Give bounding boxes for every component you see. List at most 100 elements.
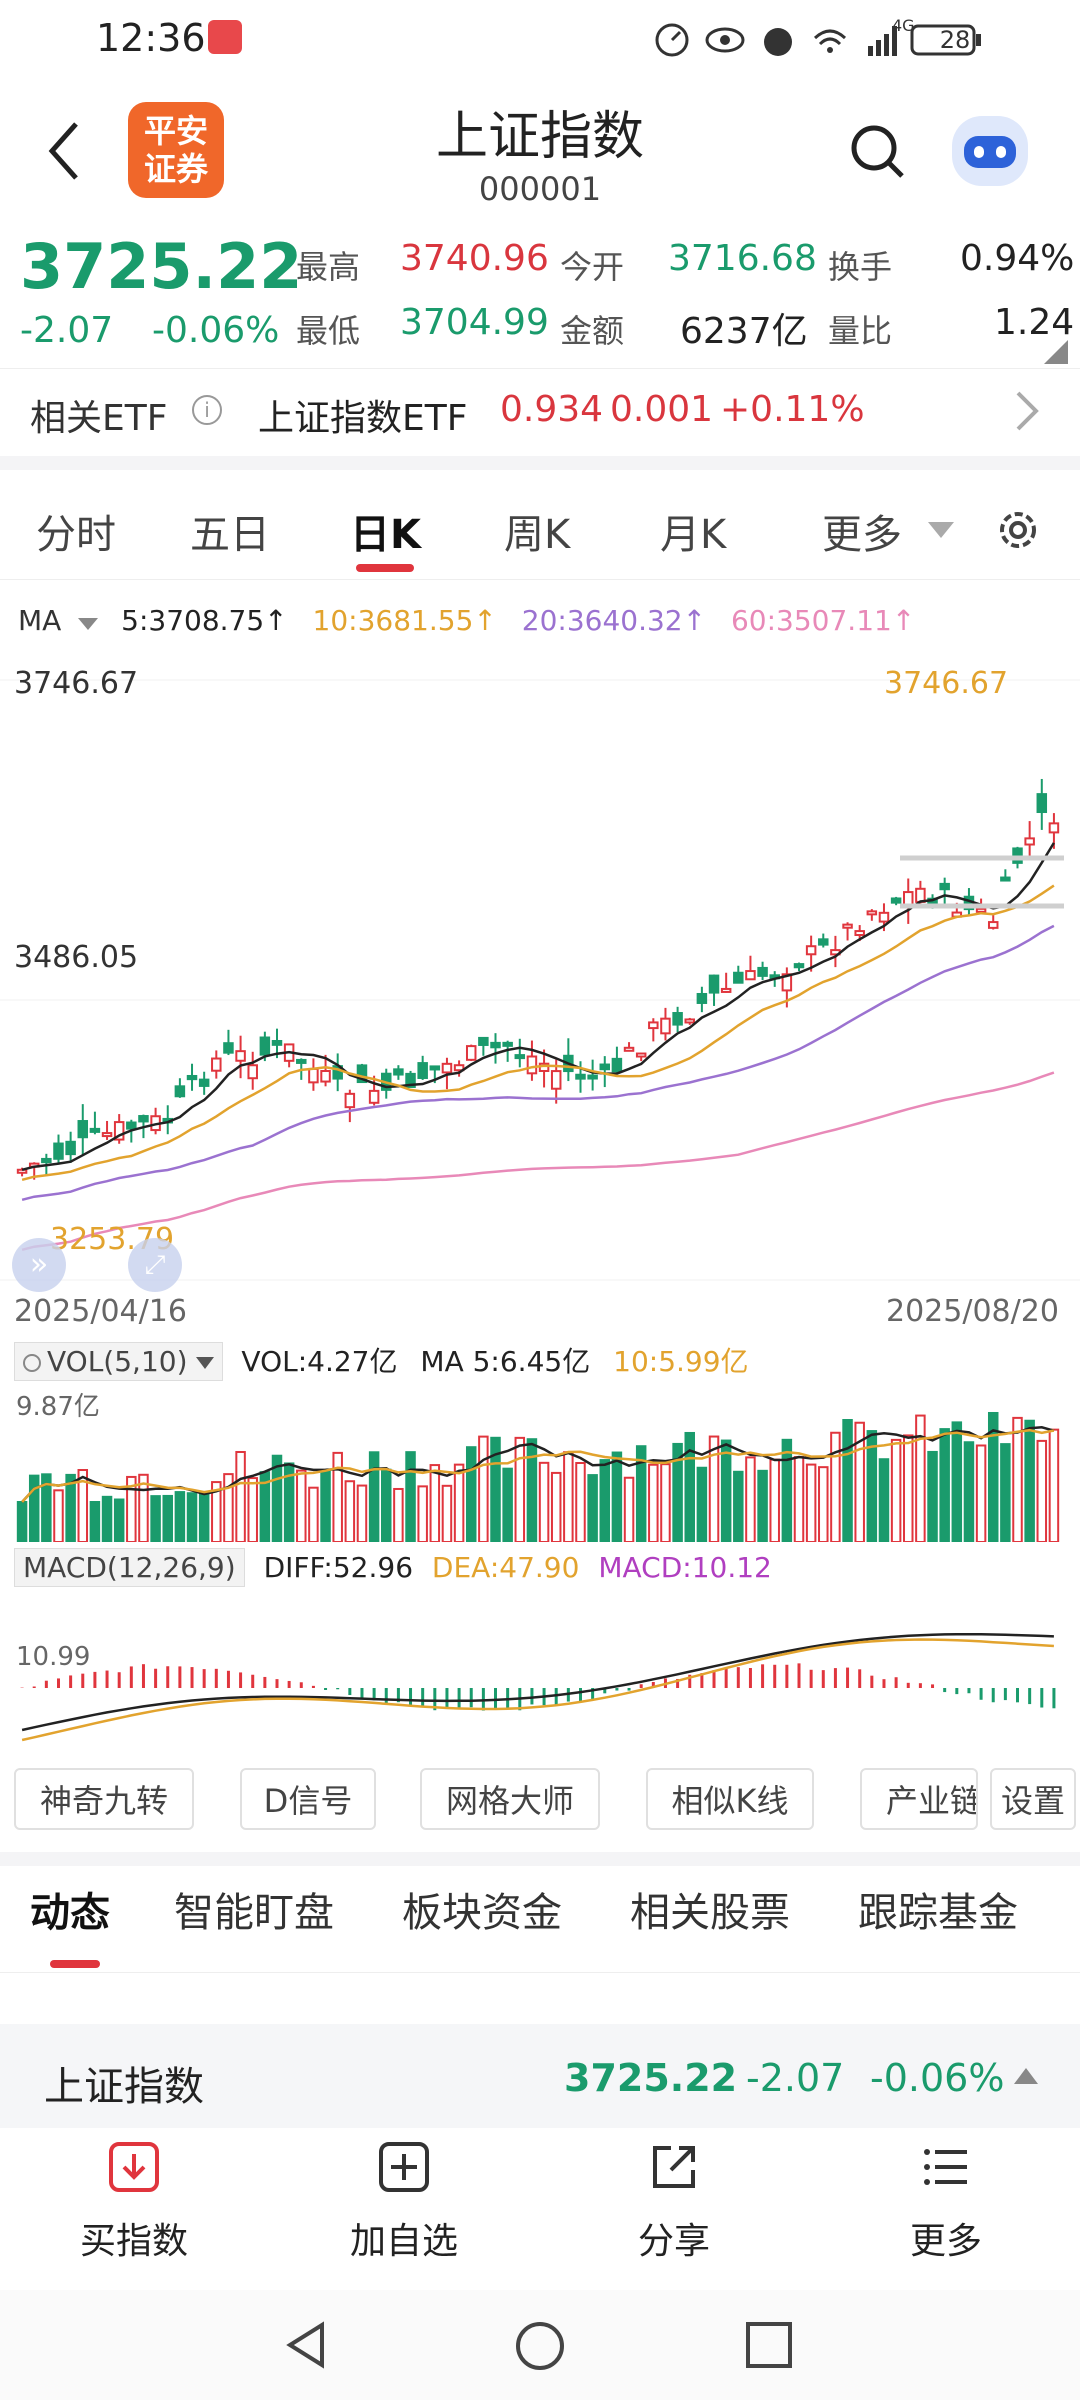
etf-row[interactable]: 相关ETF i 上证指数ETF 0.934 0.001 +0.11% [0,368,1080,448]
dropdown-triangle-icon[interactable] [928,522,954,538]
tab-related-stocks[interactable]: 相关股票 [630,1890,790,1936]
expand-corner-icon[interactable] [1044,340,1068,364]
vol-ma5: MA 5:6.45亿 [420,1345,591,1378]
ma20-value: 20:3640.32↑ [521,604,707,637]
page-title: 上证指数 [435,107,644,167]
kline-chart[interactable]: 3746.67 3486.05 3253.79 3746.67 » ⤢ 2025… [0,650,1080,1330]
expand-up-icon[interactable] [1014,2068,1038,2084]
macd-chart[interactable]: 10.99 [0,1590,1080,1750]
current-price: 3725.22 [20,230,303,303]
ma60-value: 60:3507.11↑ [730,604,916,637]
tab-tracking-funds[interactable]: 跟踪基金 [858,1890,1018,1936]
vol-ratio-value: 1.24 [994,302,1075,343]
price-change: -2.07 [20,310,114,351]
volume-svg [16,1411,1060,1544]
tab-sector-flow[interactable]: 板块资金 [402,1890,562,1936]
tab-monthly-k[interactable]: 月K [660,512,727,558]
date-start-label: 2025/04/16 [14,1294,187,1329]
index-code: 000001 [478,170,602,208]
status-bar: 12:36 4G 28 [0,0,1080,80]
add-watchlist-icon [379,2142,429,2192]
vol-ratio-label: 量比 [828,312,893,350]
date-end-label: 2025/08/20 [886,1294,1059,1329]
etf-price: 0.934 [500,389,604,430]
logo-line1: 平安 [143,112,208,150]
more-menu-button[interactable]: 更多 [856,2140,1036,2264]
tool-magic-nine[interactable]: 神奇九转 [14,1768,194,1830]
open-label: 今开 [560,248,625,286]
low-value: 3704.99 [400,302,549,343]
ma10-value: 10:3681.55↑ [312,604,497,637]
chevron-right-icon[interactable] [1012,389,1042,433]
etf-name: 上证指数ETF [258,398,468,439]
gear-icon[interactable] [992,504,1044,556]
bottom-nav [0,2128,1080,2288]
vol-ma10: 10:5.99亿 [613,1345,749,1378]
info-icon[interactable]: i [192,395,222,425]
vol-selector-label: VOL(5,10) [47,1345,188,1378]
turnover-value: 0.94% [960,238,1075,279]
macd-top-label: 10.99 [16,1642,91,1672]
search-icon[interactable] [846,120,910,184]
macd-selector[interactable]: MACD(12,26,9) [14,1548,245,1587]
ma-dropdown-icon[interactable] [78,618,99,630]
zoom-button[interactable]: ⤢ [128,1238,182,1292]
volume-legend: VOL(5,10) VOL:4.27亿 MA 5:6.45亿 10:5.99亿 [14,1340,749,1381]
etf-change: 0.001 [610,389,714,430]
settings-dot-icon [23,1354,41,1372]
tab-smart-monitor[interactable]: 智能盯盘 [174,1890,334,1936]
tab-five-day[interactable]: 五日 [190,512,270,558]
status-icons [655,23,981,57]
broker-logo: 平安 证券 [128,102,224,198]
y-axis-mid-label: 3486.05 [14,940,139,975]
header: 平安 证券 上证指数 000001 [0,80,1080,220]
tool-grid-master[interactable]: 网格大师 [420,1768,600,1830]
tab-news[interactable]: 动态 [30,1890,110,1936]
tab-daily-k[interactable]: 日K [350,512,421,558]
share-button[interactable]: 分享 [584,2140,764,2264]
macd-legend: MACD(12,26,9) DIFF:52.96 DEA:47.90 MACD:… [14,1548,772,1588]
section-divider-3 [0,1972,1080,2022]
vol-value: VOL:4.27亿 [241,1345,398,1378]
add-watchlist-button[interactable]: 加自选 [314,2140,494,2264]
max-price-label: 3746.67 [884,666,1009,701]
low-label: 最低 [296,312,361,350]
tab-more[interactable]: 更多 [822,512,902,558]
turnover-label: 换手 [828,248,893,286]
status-network: 4G [892,16,915,35]
macd-diff: DIFF:52.96 [263,1551,414,1584]
more-menu-icon [924,2149,967,2185]
back-icon[interactable] [40,116,90,186]
price-change-pct: -0.06% [152,310,280,351]
high-label: 最高 [296,248,361,286]
system-recents-icon[interactable] [744,2320,794,2370]
news-tab-indicator [50,1960,100,1968]
assistant-robot-icon[interactable] [952,116,1028,186]
system-nav-bar [0,2290,1080,2400]
macd-dea: DEA:47.90 [431,1551,580,1584]
open-value: 3716.68 [668,238,817,279]
status-time: 12:36 [96,16,206,60]
ma-legend[interactable]: MA 5:3708.75↑ 10:3681.55↑ 20:3640.32↑ 60… [18,604,915,644]
system-home-icon[interactable] [514,2320,566,2372]
tool-d-signal[interactable]: D信号 [240,1768,376,1830]
tab-intraday[interactable]: 分时 [36,512,116,558]
scroll-left-button[interactable]: » [12,1238,66,1292]
system-back-icon[interactable] [282,2320,332,2370]
mini-quote-change-pct: -0.06% [870,2056,1005,2100]
y-axis-top-label: 3746.67 [14,666,139,701]
notification-icon [208,20,242,54]
tool-industry-chain[interactable]: 产业链 [860,1768,978,1830]
mini-quote-name: 上证指数 [44,2064,204,2110]
volume-chart[interactable]: 9.87亿 [0,1382,1080,1544]
buy-index-label: 买指数 [79,2221,188,2262]
tool-similar-k[interactable]: 相似K线 [646,1768,814,1830]
high-value: 3740.96 [400,238,549,279]
mini-quote-bar[interactable]: 上证指数 3725.22 -2.07 -0.06% [0,2024,1080,2128]
vol-dropdown-icon [195,1357,214,1369]
buy-index-button[interactable]: 买指数 [44,2140,224,2264]
tool-settings[interactable]: 设置 [990,1768,1076,1830]
tab-weekly-k[interactable]: 周K [504,512,571,558]
vol-selector[interactable]: VOL(5,10) [14,1342,223,1381]
kline-svg [0,679,1080,1281]
